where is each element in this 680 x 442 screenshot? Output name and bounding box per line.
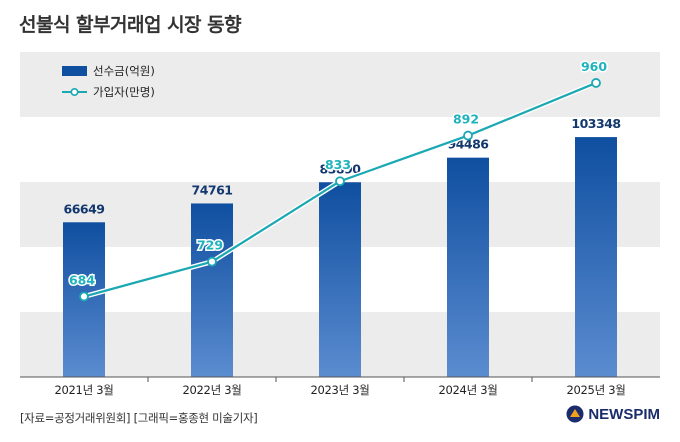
line-value-labels: 684 729 833 892 960 xyxy=(67,57,608,289)
bar xyxy=(319,182,361,377)
line-value-label: 960 xyxy=(581,59,607,74)
line-point xyxy=(463,130,473,141)
legend-line-marker xyxy=(70,88,79,97)
line-point xyxy=(335,176,345,187)
logo-text: NEWSPIM xyxy=(588,405,660,423)
newspim-logo: NEWSPIM xyxy=(566,405,660,423)
newspim-logo-icon xyxy=(566,405,584,423)
bar-value-label: 74761 xyxy=(192,182,233,197)
bar xyxy=(447,157,489,377)
x-axis-tick-label: 2025년 3월 xyxy=(567,383,626,397)
bar xyxy=(575,137,617,377)
line-point xyxy=(79,291,89,302)
line-value-label: 729 xyxy=(197,238,223,253)
legend-bar-label: 선수금(억원) xyxy=(93,64,155,78)
x-axis-tick-labels: 2021년 3월 2022년 3월 2023년 3월 2024년 3월 2025년 3월 xyxy=(55,377,626,397)
line-value-label: 892 xyxy=(453,112,479,127)
line-value-label: 684 xyxy=(69,273,95,288)
source-credit: [자료=공정거래위원회] [그래픽=홍종현 미술기자] xyxy=(20,411,258,425)
bar-value-label: 83890 xyxy=(320,161,362,176)
x-axis-tick-label: 2021년 3월 xyxy=(55,383,114,397)
x-axis-tick-label: 2023년 3월 xyxy=(311,383,370,397)
bar-series xyxy=(63,137,617,377)
bar-value-label: 103348 xyxy=(571,116,620,131)
line-series xyxy=(79,78,601,302)
bar xyxy=(191,203,233,377)
line-value-label: 833 xyxy=(325,157,351,172)
line-point xyxy=(591,78,601,88)
bar-value-label: 66649 xyxy=(64,201,105,216)
chart-title: 선불식 할부거래업 시장 동향 xyxy=(19,14,242,36)
background-band xyxy=(20,52,660,117)
legend-bar-swatch xyxy=(62,66,87,76)
legend-line-label: 가입자(만명) xyxy=(93,85,155,99)
legend: 선수금(억원) 가입자(만명) xyxy=(62,64,155,99)
x-axis-tick-label: 2022년 3월 xyxy=(183,383,242,397)
line-point xyxy=(207,256,217,267)
x-axis-tick-label: 2024년 3월 xyxy=(439,383,498,397)
